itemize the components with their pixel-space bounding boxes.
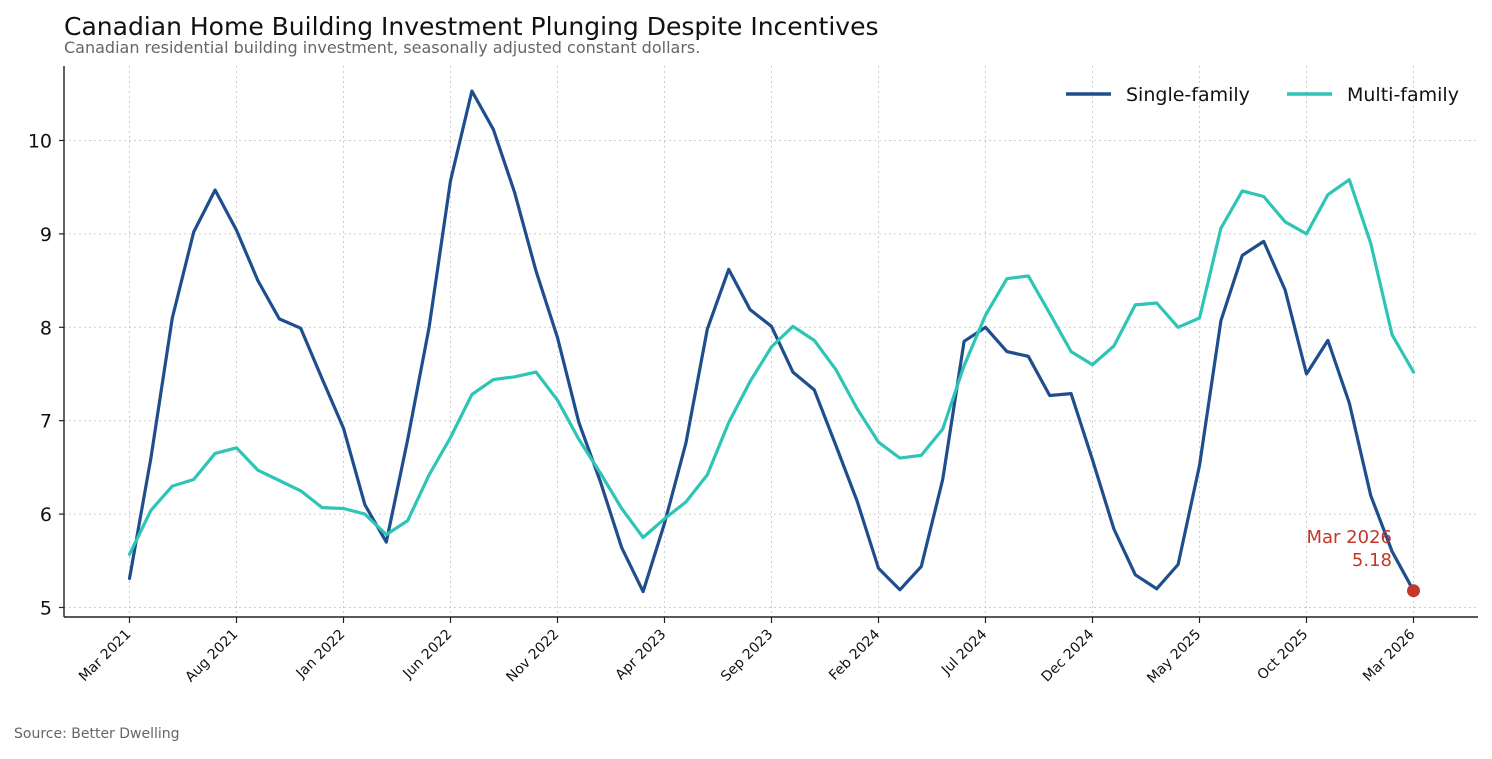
y-tick-label: 8 [40,317,52,339]
x-axis-ticks: Mar 2021 Aug 2021 Jan 2022 Jun 2022 Nov 2022… [76,617,1418,687]
x-tick-label: Mar 2021 [76,627,134,685]
y-tick-label: 5 [40,598,52,620]
y-axis-ticks: 5 6 7 8 9 10 [28,131,64,620]
x-tick-label: Aug 2021 [182,627,241,686]
legend: Single-family Multi-family [1066,84,1459,106]
x-tick-label: Dec 2024 [1039,626,1098,685]
x-tick-label: Jan 2022 [293,627,349,683]
x-tick-label: Oct 2025 [1255,627,1312,684]
series-lines [127,89,1416,594]
series-line-single-family [127,89,1416,594]
chart-title: Canadian Home Building Investment Plungi… [64,12,879,41]
y-tick-label: 7 [40,411,52,433]
x-tick-label: Jun 2022 [399,627,455,683]
x-tick-label: Sep 2023 [718,627,776,685]
y-tick-label: 6 [40,504,52,526]
x-tick-label: Apr 2023 [613,627,670,684]
source-note: Source: Better Dwelling [14,726,180,742]
x-tick-label: Nov 2022 [503,627,562,686]
x-tick-label: Mar 2026 [1360,626,1418,684]
chart-subtitle: Canadian residential building investment… [64,38,701,57]
legend-label: Multi-family [1347,84,1459,106]
legend-label: Single-family [1126,84,1250,106]
annotation-label: Mar 2026 [1307,527,1393,548]
annotation-value: 5.18 [1352,550,1392,571]
y-tick-label: 10 [28,131,52,153]
gridlines [64,66,1478,617]
x-tick-label: Jul 2024 [938,626,990,678]
x-tick-label: Feb 2024 [826,626,883,683]
annotation-point [1407,584,1420,598]
y-tick-label: 9 [40,224,52,246]
x-tick-label: May 2025 [1144,627,1204,687]
series-line-multi-family [127,178,1416,556]
